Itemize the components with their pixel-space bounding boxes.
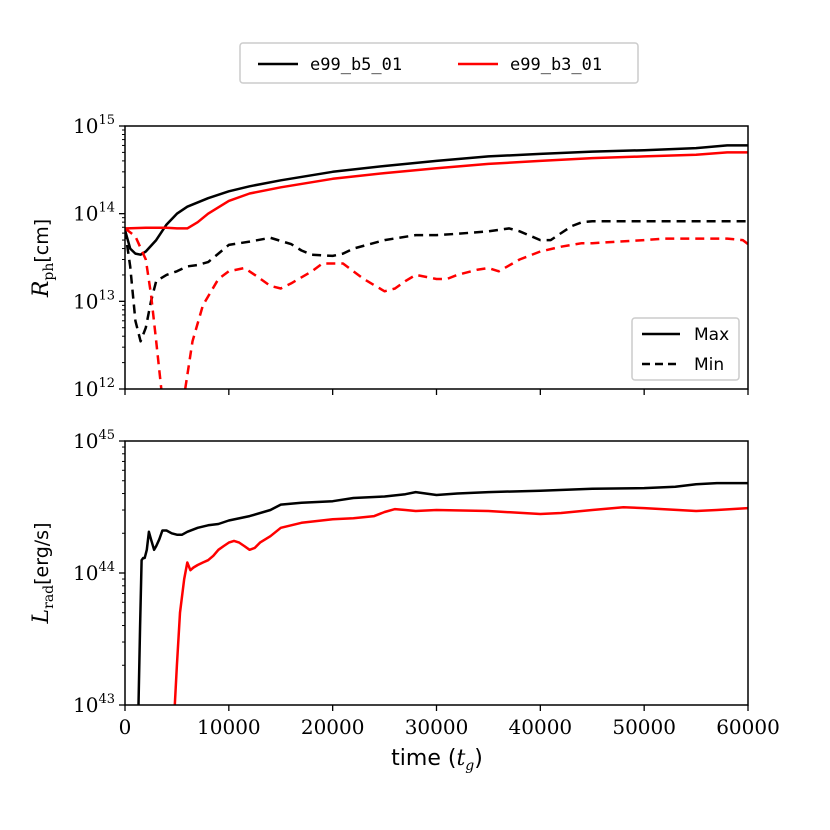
y-tick-label: 1015 [73,113,115,138]
top-x-ticks [124,389,749,395]
x-tick-label: 0 [119,715,132,739]
top-y-ticks: 1012 1013 1014 1015 [73,113,125,401]
series-line-e99-b5-01-max [125,144,748,256]
series-line-e99-b3-01 [173,505,748,705]
legend-label-max: Max [694,325,729,345]
max-min-legend: Max Min [631,317,740,381]
bottom-y-ticks: 1043 1044 1045 [73,428,125,717]
y-tick-label: 1014 [73,201,115,226]
y-tick-label: 1044 [73,560,115,585]
legend-label-e99-b5-01: e99_b5_01 [310,55,402,75]
series-line-e99-b3-01-min [125,227,748,389]
legend-label-e99-b3-01: e99_b3_01 [510,55,602,75]
y-tick-label: 1043 [73,692,115,717]
panel-radiative-luminosity: 0 10000 20000 30000 40000 50000 60000 1043 1044… [29,428,780,774]
top-y-axis-label: Rph[cm] [29,219,57,298]
top-series-group [125,144,748,389]
x-tick-label: 10000 [197,715,261,739]
x-tick-label: 20000 [301,715,365,739]
x-tick-label: 40000 [509,715,573,739]
y-tick-label: 1012 [73,376,115,401]
series-line-e99-b5-01 [137,481,748,705]
bottom-series-group [137,481,748,705]
bottom-y-axis-label: Lrad[erg/s] [29,523,57,625]
series-line-e99-b3-01-max [125,151,748,230]
x-tick-label: 30000 [405,715,469,739]
bottom-x-ticks: 0 10000 20000 30000 40000 50000 60000 [119,705,780,739]
top-legend: e99_b5_01 e99_b3_01 [239,42,639,84]
y-tick-label: 1013 [73,288,115,313]
x-axis-label: time (tg) [391,746,483,774]
bottom-axes-frame [124,440,749,706]
x-tick-label: 60000 [716,715,780,739]
legend-label-min: Min [694,355,724,375]
y-tick-label: 1045 [73,428,115,453]
panel-photosphere-radius: 1012 1013 1014 1015 Rph[cm] Max Min [29,113,749,401]
x-tick-label: 50000 [612,715,676,739]
